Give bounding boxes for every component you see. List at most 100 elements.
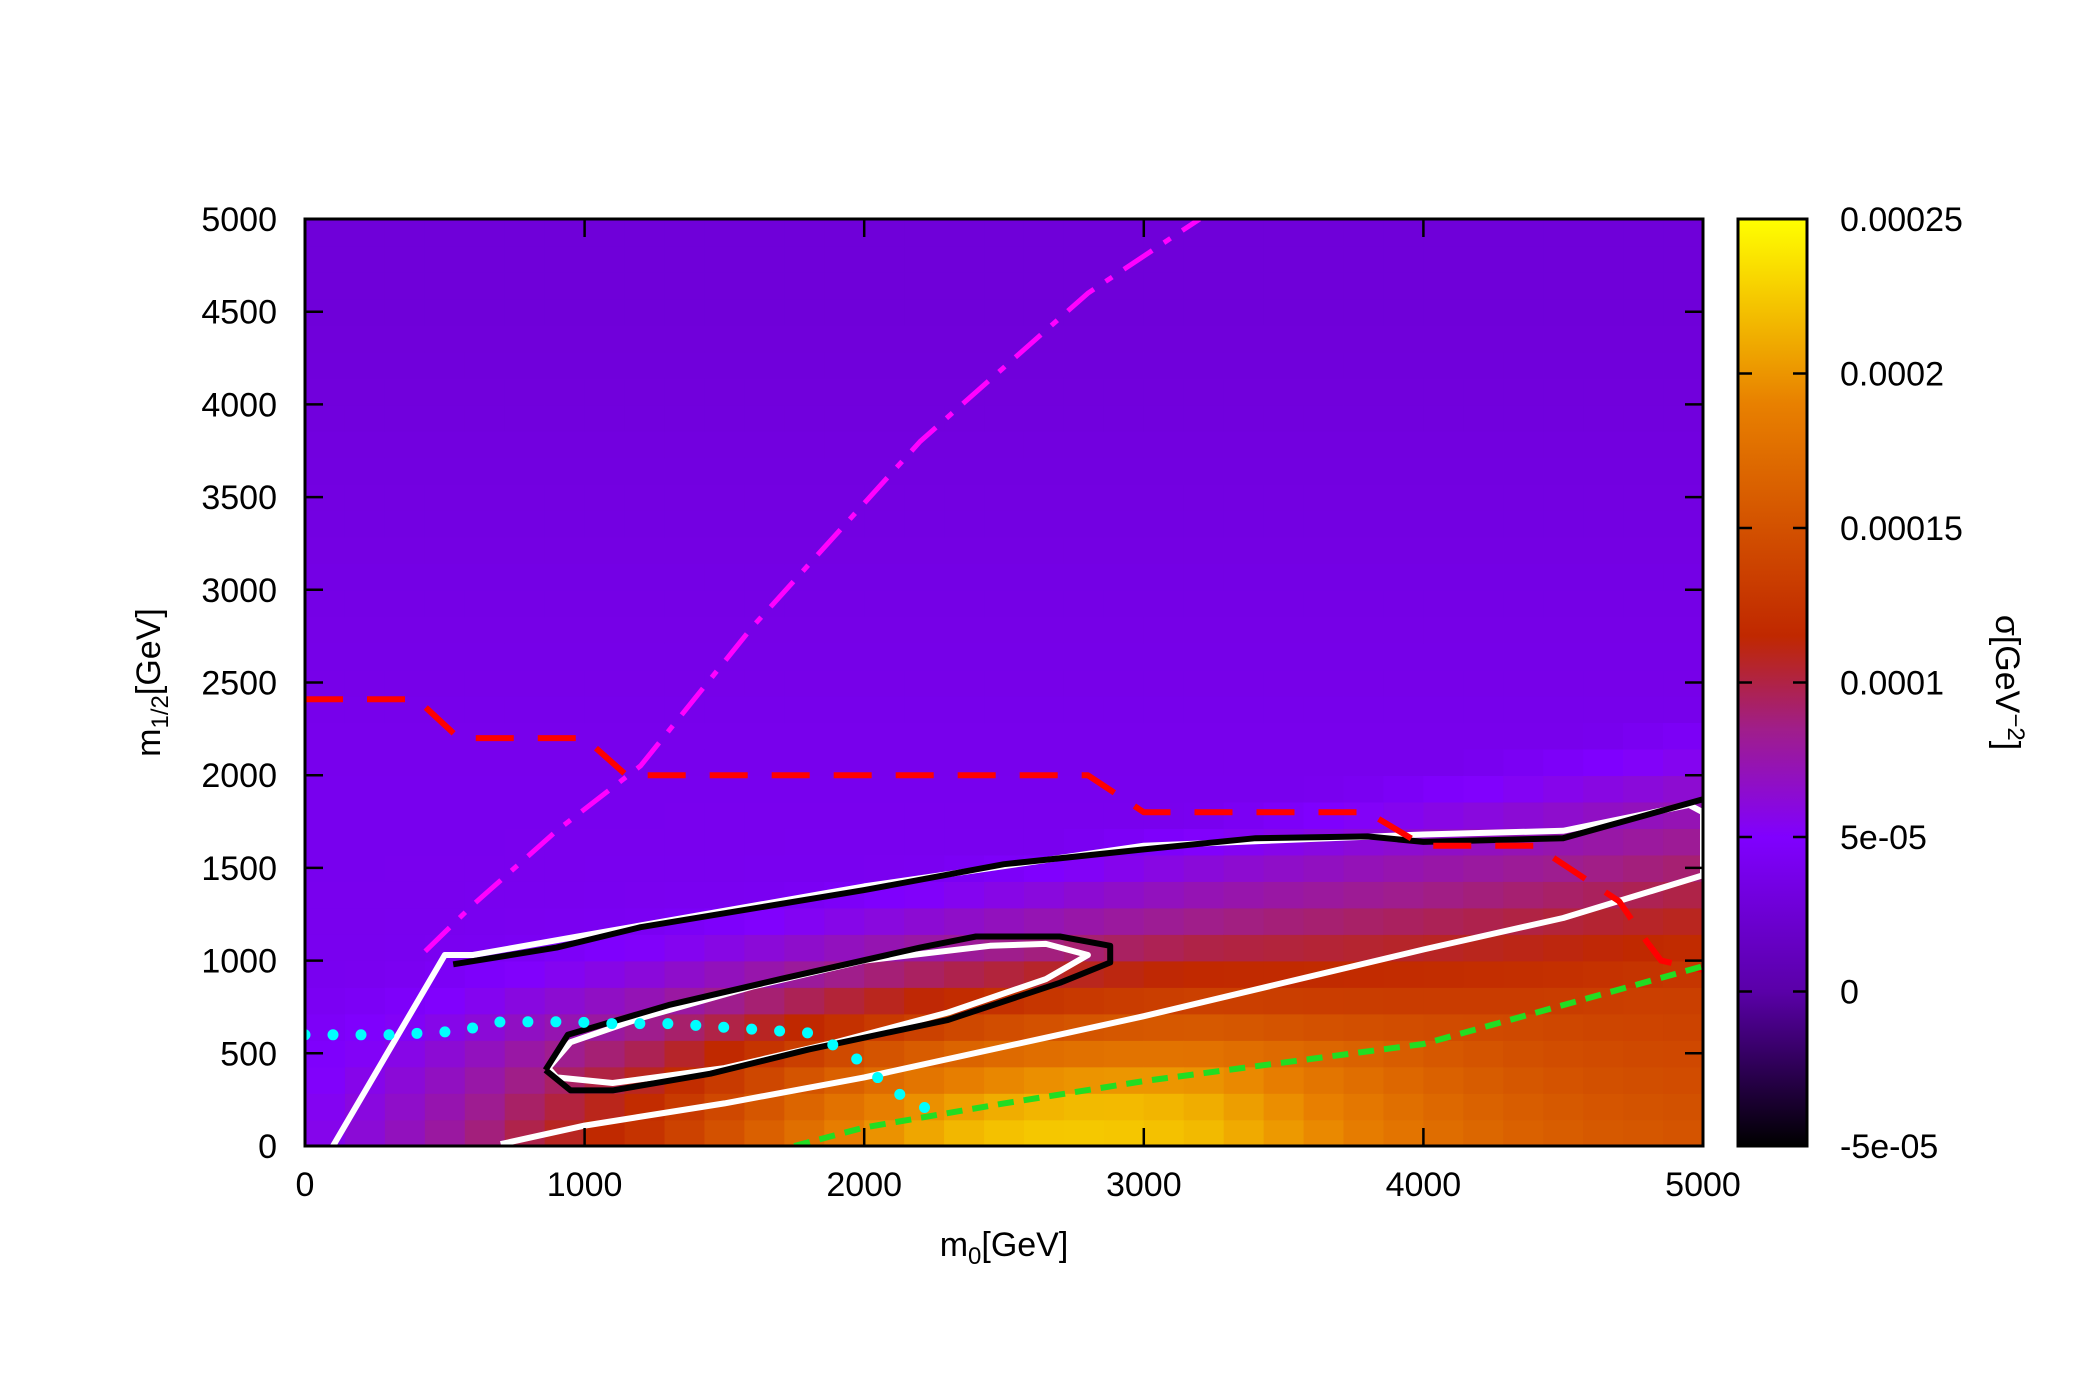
heatmap-cell bbox=[664, 616, 706, 644]
heatmap-cell bbox=[784, 457, 826, 485]
heatmap-cell bbox=[1383, 1093, 1425, 1121]
heatmap-cell bbox=[944, 828, 985, 856]
heatmap-cell bbox=[424, 589, 466, 618]
heatmap-cell bbox=[1103, 298, 1145, 326]
heatmap-cell bbox=[1543, 775, 1584, 803]
heatmap-cell bbox=[664, 324, 706, 353]
contour-magenta-dash-dot bbox=[423, 219, 1202, 954]
heatmap-cell bbox=[424, 1040, 466, 1068]
heatmap-cell bbox=[344, 324, 386, 353]
heatmap-cell bbox=[584, 669, 626, 697]
heatmap-cell bbox=[984, 245, 1025, 273]
heatmap-cell bbox=[1223, 907, 1265, 935]
heatmap-cell bbox=[1343, 775, 1385, 803]
heatmap-cell bbox=[1063, 1119, 1105, 1146]
heatmap-cell bbox=[624, 404, 666, 432]
heatmap-cell bbox=[504, 960, 546, 988]
heatmap-cell bbox=[584, 563, 626, 591]
heatmap-cell bbox=[584, 536, 626, 565]
heatmap-cell bbox=[1503, 775, 1545, 803]
heatmap-cell bbox=[1223, 563, 1265, 591]
heatmap-cell bbox=[1103, 1040, 1145, 1068]
heatmap-cell bbox=[1663, 775, 1703, 803]
heatmap-cell bbox=[1063, 377, 1105, 406]
heatmap-cell bbox=[1543, 642, 1584, 671]
heatmap-cell bbox=[424, 642, 466, 671]
heatmap-cell bbox=[944, 351, 985, 379]
heatmap-cell bbox=[824, 801, 865, 829]
heatmap-cell bbox=[424, 801, 466, 829]
heatmap-cell bbox=[1423, 483, 1465, 512]
heatmap-cell bbox=[1023, 271, 1065, 300]
heatmap-cell bbox=[1583, 1040, 1624, 1068]
heatmap-cell bbox=[1263, 377, 1305, 406]
heatmap-cell bbox=[984, 801, 1025, 829]
heatmap-cell bbox=[984, 642, 1025, 671]
heatmap-cell bbox=[1143, 1093, 1185, 1121]
heatmap-cell bbox=[1623, 987, 1664, 1015]
heatmap-cell bbox=[944, 801, 985, 829]
heatmap-cell bbox=[384, 960, 426, 988]
heatmap-cell bbox=[1143, 722, 1185, 750]
heatmap-cell bbox=[1663, 695, 1703, 724]
heatmap-cell bbox=[784, 589, 826, 618]
heatmap bbox=[305, 219, 1703, 1146]
heatmap-cell bbox=[424, 483, 466, 512]
heatmap-cell bbox=[1343, 430, 1385, 459]
heatmap-cell bbox=[1143, 1040, 1185, 1068]
heatmap-cell bbox=[1103, 881, 1145, 909]
heatmap-cell bbox=[1383, 245, 1425, 273]
heatmap-cell bbox=[1583, 722, 1624, 750]
heatmap-cell bbox=[1063, 483, 1105, 512]
heatmap-cell bbox=[1223, 669, 1265, 697]
heatmap-cell bbox=[1463, 510, 1505, 538]
heatmap-cell bbox=[824, 457, 865, 485]
heatmap-cell bbox=[464, 404, 506, 432]
heatmap-cell bbox=[1303, 695, 1345, 724]
heatmap-cell bbox=[784, 483, 826, 512]
heatmap-cell bbox=[1503, 351, 1545, 379]
heatmap-cell bbox=[904, 457, 945, 485]
heatmap-cell bbox=[1023, 1066, 1065, 1094]
heatmap-cell bbox=[1583, 430, 1624, 459]
heatmap-cell bbox=[1623, 298, 1664, 326]
heatmap-cell bbox=[1183, 801, 1225, 829]
colorbar-tick-label: 0.0001 bbox=[1840, 665, 1944, 703]
heatmap-cell bbox=[1663, 828, 1703, 856]
heatmap-cell bbox=[744, 669, 786, 697]
heatmap-cell bbox=[704, 748, 746, 776]
heatmap-cell bbox=[864, 245, 905, 273]
heatmap-cell bbox=[464, 510, 506, 538]
heatmap-cell bbox=[1383, 351, 1425, 379]
heatmap-cell bbox=[344, 934, 386, 962]
heatmap-cell bbox=[1583, 1119, 1624, 1146]
heatmap-cell bbox=[744, 616, 786, 644]
heatmap-cell bbox=[305, 324, 346, 353]
heatmap-cell bbox=[1383, 881, 1425, 909]
heatmap-cell bbox=[1543, 563, 1584, 591]
heatmap-cell bbox=[1183, 271, 1225, 300]
heatmap-cell bbox=[1143, 934, 1185, 962]
heatmap-cell bbox=[864, 1040, 905, 1068]
heatmap-cell bbox=[1303, 351, 1345, 379]
heatmap-cell bbox=[784, 775, 826, 803]
heatmap-cell bbox=[1143, 642, 1185, 671]
heatmap-cell bbox=[1543, 616, 1584, 644]
heatmap-cell bbox=[1183, 1040, 1225, 1068]
heatmap-cell bbox=[344, 245, 386, 273]
heatmap-cell bbox=[944, 563, 985, 591]
heatmap-cell bbox=[904, 298, 945, 326]
heatmap-cell bbox=[664, 271, 706, 300]
heatmap-cell bbox=[1383, 775, 1425, 803]
heatmap-cell bbox=[1223, 324, 1265, 353]
heatmap-cell bbox=[1423, 1066, 1465, 1094]
heatmap-cell bbox=[1583, 934, 1624, 962]
heatmap-cell bbox=[704, 536, 746, 565]
heatmap-cell bbox=[1343, 748, 1385, 776]
heatmap-cell bbox=[984, 510, 1025, 538]
heatmap-cell bbox=[1263, 219, 1305, 247]
heatmap-cell bbox=[504, 351, 546, 379]
heatmap-cell bbox=[1223, 430, 1265, 459]
heatmap-cell bbox=[1183, 695, 1225, 724]
heatmap-cell bbox=[504, 987, 546, 1015]
